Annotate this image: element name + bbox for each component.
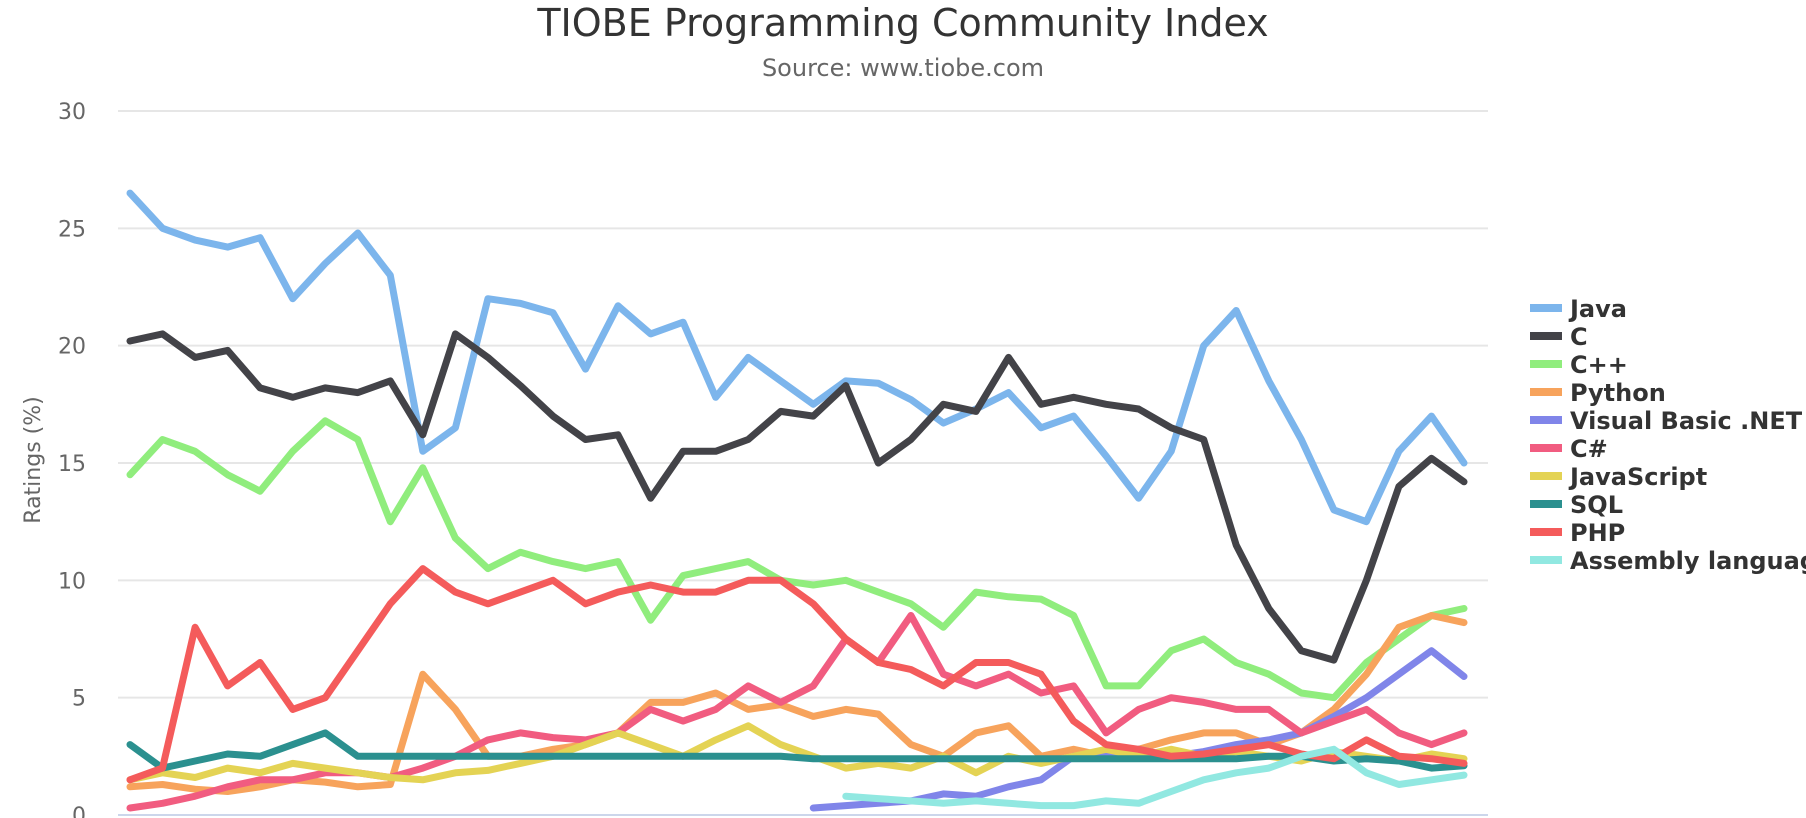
legend-label: Python <box>1570 379 1666 407</box>
series-line-javascript[interactable] <box>126 722 1468 784</box>
legend-label: C++ <box>1570 351 1628 379</box>
series-lines <box>126 189 1468 812</box>
legend-label: SQL <box>1570 491 1623 519</box>
legend-item-visual-basic-net[interactable]: Visual Basic .NET <box>1530 407 1803 435</box>
legend-label: Assembly language <box>1570 547 1806 575</box>
series-line-c[interactable] <box>126 330 1468 664</box>
y-axis-ticks: 0 5 10 15 20 25 30 <box>58 100 86 818</box>
legend-item-javascript[interactable]: JavaScript <box>1530 463 1707 491</box>
y-tick-label: 0 <box>72 804 86 818</box>
y-tick-label: 20 <box>58 335 86 360</box>
legend-label: Visual Basic .NET <box>1570 407 1803 435</box>
legend-item-c[interactable]: C <box>1530 323 1588 351</box>
legend-item-python[interactable]: Python <box>1530 379 1666 407</box>
chart-title: TIOBE Programming Community Index <box>536 1 1268 45</box>
legend-item-c-[interactable]: C# <box>1530 435 1608 463</box>
y-tick-label: 5 <box>72 687 86 712</box>
series-line-java[interactable] <box>126 189 1468 526</box>
legend-item-java[interactable]: Java <box>1530 295 1627 323</box>
series-line-c-[interactable] <box>126 417 1468 702</box>
y-tick-label: 30 <box>58 100 86 125</box>
legend-item-assembly-language[interactable]: Assembly language <box>1530 547 1806 575</box>
series-line-sql[interactable] <box>126 729 1468 772</box>
legend-label: C# <box>1570 435 1608 463</box>
legend-item-c-[interactable]: C++ <box>1530 351 1628 379</box>
legend-label: JavaScript <box>1568 463 1707 491</box>
legend-label: C <box>1570 323 1588 351</box>
chart-subtitle: Source: www.tiobe.com <box>762 54 1044 82</box>
legend-item-sql[interactable]: SQL <box>1530 491 1623 519</box>
y-tick-label: 25 <box>58 217 86 242</box>
legend-label: Java <box>1568 295 1627 323</box>
series-line-assembly-language[interactable] <box>842 745 1468 810</box>
y-tick-label: 10 <box>58 569 86 594</box>
legend-label: PHP <box>1570 519 1625 547</box>
series-line-php[interactable] <box>126 565 1468 784</box>
series-line-python[interactable] <box>126 612 1468 795</box>
y-tick-label: 15 <box>58 452 86 477</box>
legend-item-php[interactable]: PHP <box>1530 519 1625 547</box>
y-axis-label: Ratings (%) <box>21 396 46 523</box>
